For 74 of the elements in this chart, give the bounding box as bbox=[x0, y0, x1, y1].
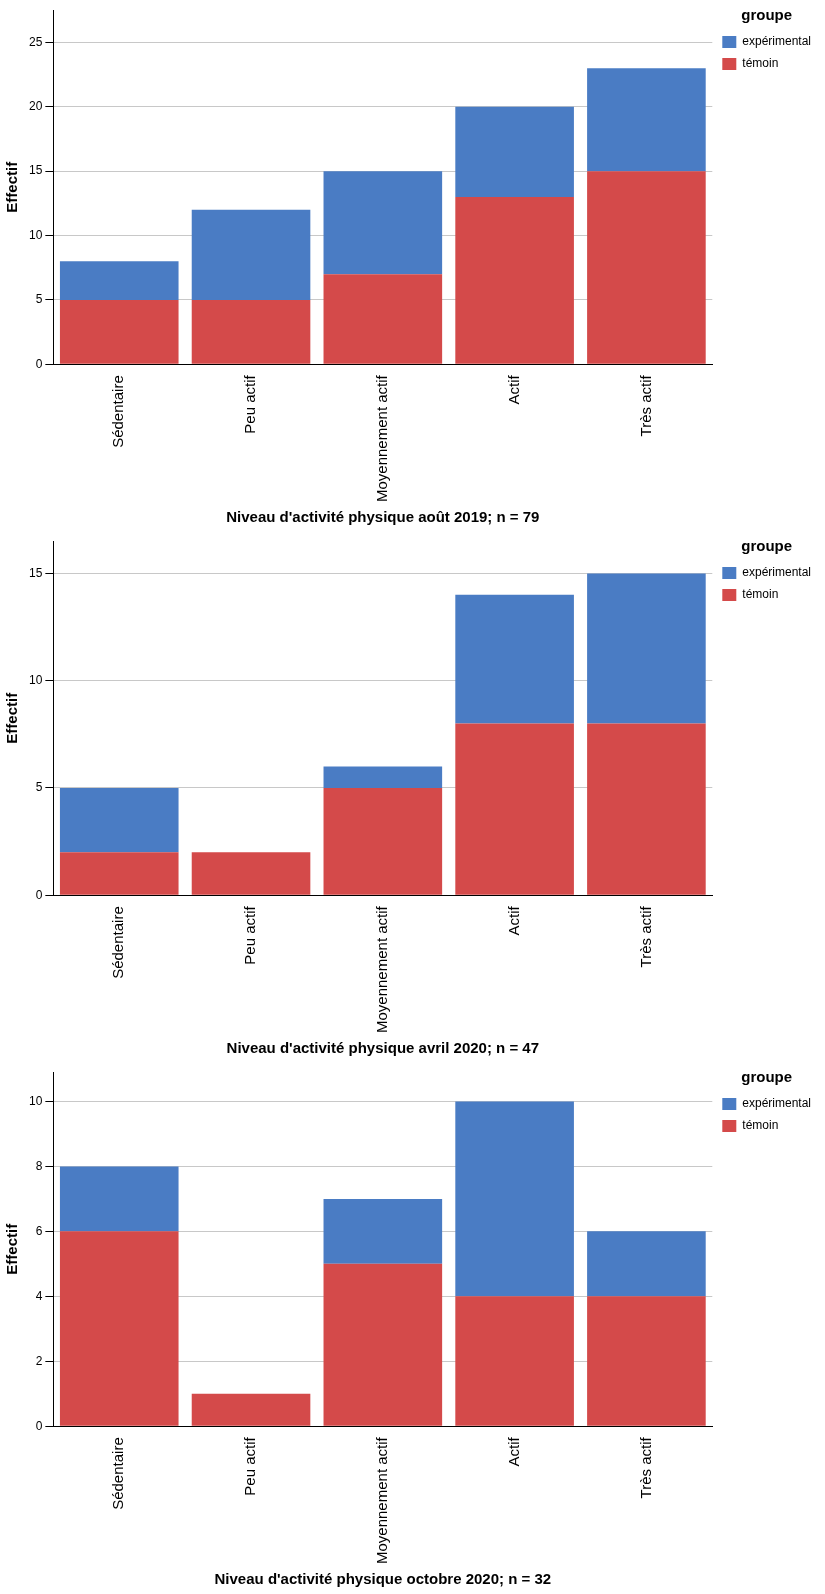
y-tick-label: 10 bbox=[28, 227, 43, 242]
x-tick-label: Actif bbox=[504, 1436, 522, 1467]
y-tick-label: 5 bbox=[35, 292, 43, 307]
legend-label: témoin bbox=[742, 587, 779, 602]
x-tick-label: Très actif bbox=[636, 905, 654, 968]
y-axis-title: Effectif bbox=[3, 160, 21, 213]
bar bbox=[455, 723, 574, 895]
y-tick-label: 6 bbox=[35, 1223, 43, 1238]
x-tick-label: Très actif bbox=[636, 1436, 654, 1499]
bar bbox=[59, 852, 179, 895]
bar bbox=[191, 852, 311, 895]
x-tick-label: Moyennement actif bbox=[372, 905, 390, 1033]
y-tick-label: 15 bbox=[28, 565, 43, 580]
x-axis-title: Niveau d'activité physique août 2019; n = 79 bbox=[226, 508, 540, 526]
y-tick-label: 25 bbox=[28, 34, 43, 49]
x-tick-label: Peu actif bbox=[241, 374, 259, 434]
legend-label: expérimental bbox=[742, 1096, 811, 1111]
bar bbox=[323, 787, 443, 895]
bar bbox=[59, 1166, 179, 1232]
legend-label: expérimental bbox=[742, 34, 811, 49]
bar bbox=[323, 766, 443, 788]
y-tick-label: 10 bbox=[28, 1093, 43, 1108]
legend-label: expérimental bbox=[742, 565, 811, 580]
legend-title: groupe bbox=[741, 536, 793, 554]
bar bbox=[587, 573, 706, 724]
bar bbox=[323, 1263, 443, 1426]
x-tick-label: Peu actif bbox=[241, 905, 259, 965]
bar bbox=[455, 594, 574, 724]
y-tick-label: 10 bbox=[28, 672, 43, 687]
bar bbox=[587, 723, 706, 895]
x-axis-title: Niveau d'activité physique avril 2020; n = 47 bbox=[226, 1039, 540, 1057]
y-tick-label: 0 bbox=[35, 887, 43, 902]
x-tick-label: Sédentaire bbox=[109, 906, 127, 979]
bar bbox=[323, 171, 443, 275]
bar bbox=[191, 209, 311, 300]
x-tick-label: Actif bbox=[504, 905, 522, 936]
bar bbox=[455, 106, 574, 197]
legend-title: groupe bbox=[741, 5, 793, 23]
bar bbox=[587, 68, 706, 172]
y-axis-title: Effectif bbox=[3, 1222, 21, 1275]
y-tick-label: 0 bbox=[35, 1418, 43, 1433]
bar bbox=[455, 1101, 574, 1297]
bar bbox=[323, 274, 443, 364]
bar bbox=[587, 1296, 706, 1426]
x-tick-label: Sédentaire bbox=[109, 1437, 127, 1510]
y-axis-title: Effectif bbox=[3, 691, 21, 744]
y-tick-label: 5 bbox=[35, 780, 43, 795]
bar bbox=[587, 1231, 706, 1297]
x-tick-label: Moyennement actif bbox=[372, 1436, 390, 1564]
legend-label: témoin bbox=[742, 56, 779, 71]
x-tick-label: Actif bbox=[504, 374, 522, 405]
y-tick-label: 20 bbox=[28, 99, 43, 114]
x-tick-label: Sédentaire bbox=[109, 375, 127, 448]
bar bbox=[191, 1393, 311, 1426]
y-tick-label: 8 bbox=[35, 1158, 43, 1173]
legend-label: témoin bbox=[742, 1118, 779, 1133]
bar bbox=[59, 261, 179, 300]
bar bbox=[191, 299, 311, 364]
y-tick-label: 0 bbox=[35, 356, 43, 371]
bar bbox=[455, 196, 574, 364]
x-tick-label: Très actif bbox=[636, 374, 654, 437]
y-tick-label: 4 bbox=[35, 1288, 43, 1303]
bar bbox=[59, 787, 179, 853]
x-axis-title: Niveau d'activité physique octobre 2020; n = 32 bbox=[214, 1570, 552, 1588]
bar bbox=[455, 1296, 574, 1426]
bar bbox=[59, 1231, 179, 1426]
legend-title: groupe bbox=[741, 1067, 793, 1085]
x-tick-label: Peu actif bbox=[241, 1436, 259, 1496]
y-tick-label: 15 bbox=[28, 163, 43, 178]
y-tick-label: 2 bbox=[35, 1353, 43, 1368]
bar bbox=[587, 171, 706, 364]
bar bbox=[59, 299, 179, 364]
x-tick-label: Moyennement actif bbox=[372, 374, 390, 502]
bar bbox=[323, 1198, 443, 1264]
